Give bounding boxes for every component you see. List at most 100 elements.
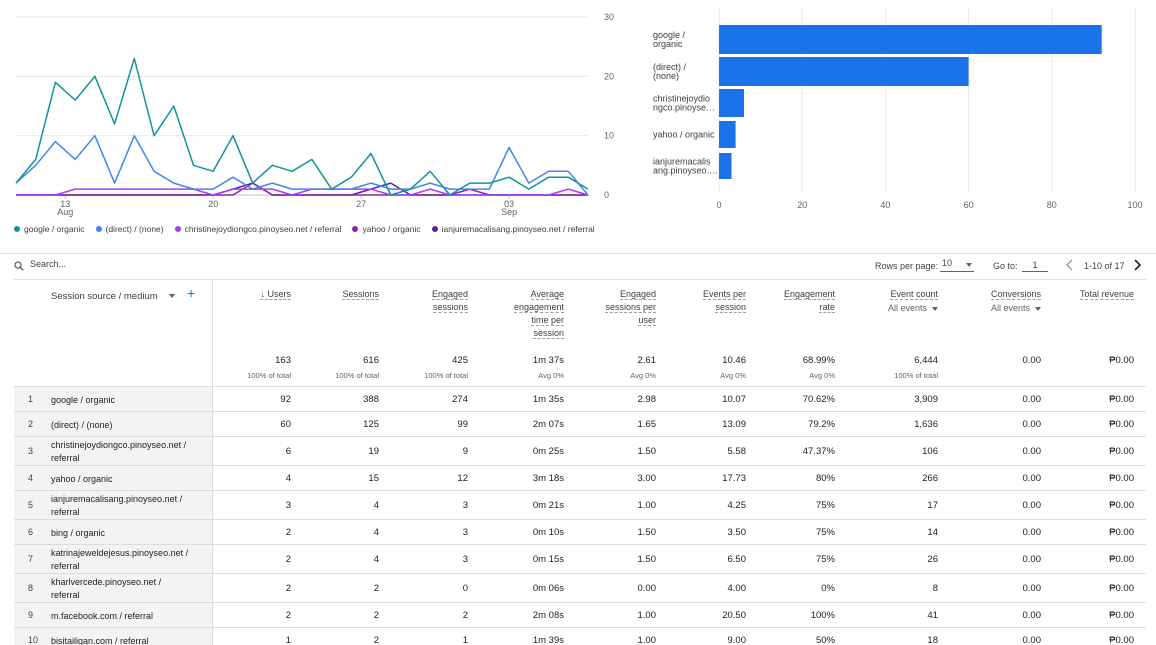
next-page-icon[interactable] bbox=[1131, 258, 1143, 272]
row-metric-value: 0.00 bbox=[1022, 418, 1042, 430]
bar[interactable] bbox=[719, 121, 736, 148]
row-metric-value: 4.00 bbox=[727, 582, 747, 594]
table-row[interactable]: 10 bisitailigan.com / referral 1 2 1 1m 39s 1.… bbox=[14, 628, 1146, 645]
bar[interactable] bbox=[719, 57, 969, 86]
table-row[interactable]: 4 yahoo / organic 4 15 12 3m 18s 3.00 17.73 80% 2… bbox=[14, 466, 1146, 491]
column-divider bbox=[212, 280, 213, 386]
table-row[interactable]: 7 katrinajeweldejesus.pinoyseo.net / refer… bbox=[14, 545, 1146, 574]
column-header[interactable]: Engaged sessions per user bbox=[581, 288, 656, 327]
legend-label: ianjuremacalisang.pinoyseo.net / referra… bbox=[441, 224, 595, 234]
previous-page-icon[interactable] bbox=[1064, 258, 1076, 272]
column-total-subtext: 100% of total bbox=[247, 371, 291, 380]
x-tick-label: 100 bbox=[1127, 200, 1142, 210]
row-dimension-value[interactable]: bing / organic bbox=[51, 527, 206, 540]
row-dimension-value[interactable]: katrinajeweldejesus.pinoyseo.net / referr… bbox=[51, 547, 206, 573]
bar[interactable] bbox=[719, 153, 732, 179]
row-metric-value: 50% bbox=[815, 634, 835, 645]
column-header[interactable]: Conversions All events bbox=[971, 288, 1041, 315]
row-metric-value: 17 bbox=[927, 499, 938, 511]
row-dimension-value[interactable]: google / organic bbox=[51, 394, 206, 407]
row-metric-value: 4 bbox=[285, 472, 291, 484]
column-header-label: sessions per bbox=[605, 302, 656, 313]
row-metric-value: 0.00 bbox=[1022, 634, 1042, 645]
row-dimension-value[interactable]: m.facebook.com / referral bbox=[51, 610, 206, 623]
row-metric-value: 100% bbox=[810, 609, 835, 621]
column-header[interactable]: Sessions bbox=[309, 288, 379, 301]
column-total-subtext: Avg 0% bbox=[538, 371, 564, 380]
row-metric-value: 1.00 bbox=[637, 609, 657, 621]
table-row[interactable]: 9 m.facebook.com / referral 2 2 2 2m 08s 1.00 2… bbox=[14, 603, 1146, 628]
dimension-header[interactable]: Session source / medium bbox=[51, 291, 158, 302]
data-table: Session source / medium + ↓ Users 163 100%… bbox=[14, 279, 1146, 645]
goto-page-input[interactable] bbox=[1022, 258, 1048, 272]
bar-category-label: christinejoydio bbox=[653, 94, 710, 104]
column-header[interactable]: Engagement rate bbox=[765, 288, 835, 314]
row-metric-value: 4 bbox=[373, 526, 379, 538]
row-metric-value: 0m 21s bbox=[532, 499, 564, 511]
row-dimension-value[interactable]: christinejoydiongco.pinoyseo.net / referr… bbox=[51, 439, 206, 465]
row-metric-value: 1.50 bbox=[637, 445, 657, 457]
column-divider bbox=[212, 520, 213, 544]
column-total-subtext: 100% of total bbox=[335, 371, 379, 380]
legend-dot-icon bbox=[95, 226, 102, 232]
column-header[interactable]: Average engagement time per session bbox=[494, 288, 564, 340]
rows-per-page-value: 10 bbox=[942, 258, 953, 268]
row-dimension-value[interactable]: bisitailigan.com / referral bbox=[51, 635, 206, 645]
column-total-subtext: 100% of total bbox=[894, 371, 938, 380]
series-line bbox=[16, 188, 589, 196]
chevron-down-icon[interactable] bbox=[169, 294, 175, 298]
column-divider bbox=[212, 491, 213, 519]
bar-category-label: (none) bbox=[653, 71, 679, 81]
column-header[interactable]: Total revenue bbox=[1064, 288, 1134, 301]
table-row[interactable]: 1 google / organic 92 388 274 1m 35s 2.98 10.07… bbox=[14, 387, 1146, 412]
table-row[interactable]: 8 kharlvercede.pinoyseo.net / referral 2 2 0 0… bbox=[14, 574, 1146, 603]
table-row[interactable]: 2 (direct) / (none) 60 125 99 2m 07s 1.65 13.09… bbox=[14, 412, 1146, 437]
row-dimension-line: ianjuremacalisang.pinoyseo.net / bbox=[51, 494, 183, 504]
column-header-label: Events per bbox=[702, 289, 746, 300]
row-metric-value: 0.00 bbox=[1022, 582, 1042, 594]
table-row[interactable]: 3 christinejoydiongco.pinoyseo.net / refer… bbox=[14, 437, 1146, 466]
add-dimension-icon[interactable]: + bbox=[187, 285, 196, 301]
row-metric-value: 18 bbox=[927, 634, 938, 645]
bar-category-label: yahoo / organic bbox=[653, 130, 715, 140]
row-dimension-value[interactable]: yahoo / organic bbox=[51, 473, 206, 486]
table-row[interactable]: 5 ianjuremacalisang.pinoyseo.net / referra… bbox=[14, 491, 1146, 520]
row-metric-value: 0.00 bbox=[1022, 499, 1042, 511]
column-header[interactable]: Events per session bbox=[676, 288, 746, 314]
row-metric-value: 0% bbox=[821, 582, 835, 594]
row-metric-value: 0m 06s bbox=[532, 582, 564, 594]
rows-per-page-select[interactable]: 10 bbox=[940, 258, 974, 272]
row-metric-value: 3m 18s bbox=[532, 472, 564, 484]
y-tick-label: 20 bbox=[604, 71, 614, 81]
row-metric-value: 3 bbox=[462, 526, 468, 538]
search-input[interactable] bbox=[30, 259, 230, 269]
row-dimension-value[interactable]: kharlvercede.pinoyseo.net / referral bbox=[51, 576, 206, 602]
row-number: 2 bbox=[28, 418, 34, 429]
row-dimension-value[interactable]: ianjuremacalisang.pinoyseo.net / referral bbox=[51, 493, 206, 519]
search-icon bbox=[14, 261, 24, 271]
row-dimension-shade bbox=[14, 603, 212, 627]
row-dimension-line: referral bbox=[51, 453, 80, 463]
column-header[interactable]: ↓ Users bbox=[221, 288, 291, 301]
row-metric-value: 2 bbox=[285, 582, 291, 594]
row-metric-value: 6.50 bbox=[727, 553, 747, 565]
column-divider bbox=[212, 628, 213, 645]
column-event-filter[interactable]: All events bbox=[858, 302, 938, 315]
row-metric-value: 0.00 bbox=[637, 582, 657, 594]
column-header[interactable]: Engaged sessions bbox=[398, 288, 468, 314]
bar[interactable] bbox=[719, 25, 1102, 54]
row-metric-value: 2 bbox=[285, 526, 291, 538]
column-header-label: Sessions bbox=[342, 289, 379, 300]
row-dimension-value[interactable]: (direct) / (none) bbox=[51, 419, 206, 432]
row-metric-value: 17.73 bbox=[722, 472, 746, 484]
column-event-filter[interactable]: All events bbox=[971, 302, 1041, 315]
column-header[interactable]: Event count All events bbox=[858, 288, 938, 315]
pagination-range: 1-10 of 17 bbox=[1084, 261, 1125, 271]
row-metric-value: 2m 07s bbox=[532, 418, 564, 430]
row-metric-value: 3 bbox=[462, 499, 468, 511]
table-row[interactable]: 6 bing / organic 2 4 3 0m 10s 1.50 3.50 75% 14 0.0… bbox=[14, 520, 1146, 545]
column-total: 1m 37s bbox=[532, 355, 564, 366]
row-metric-value: 0.00 bbox=[1022, 553, 1042, 565]
bar[interactable] bbox=[719, 89, 744, 117]
row-metric-value: 6 bbox=[285, 445, 291, 457]
